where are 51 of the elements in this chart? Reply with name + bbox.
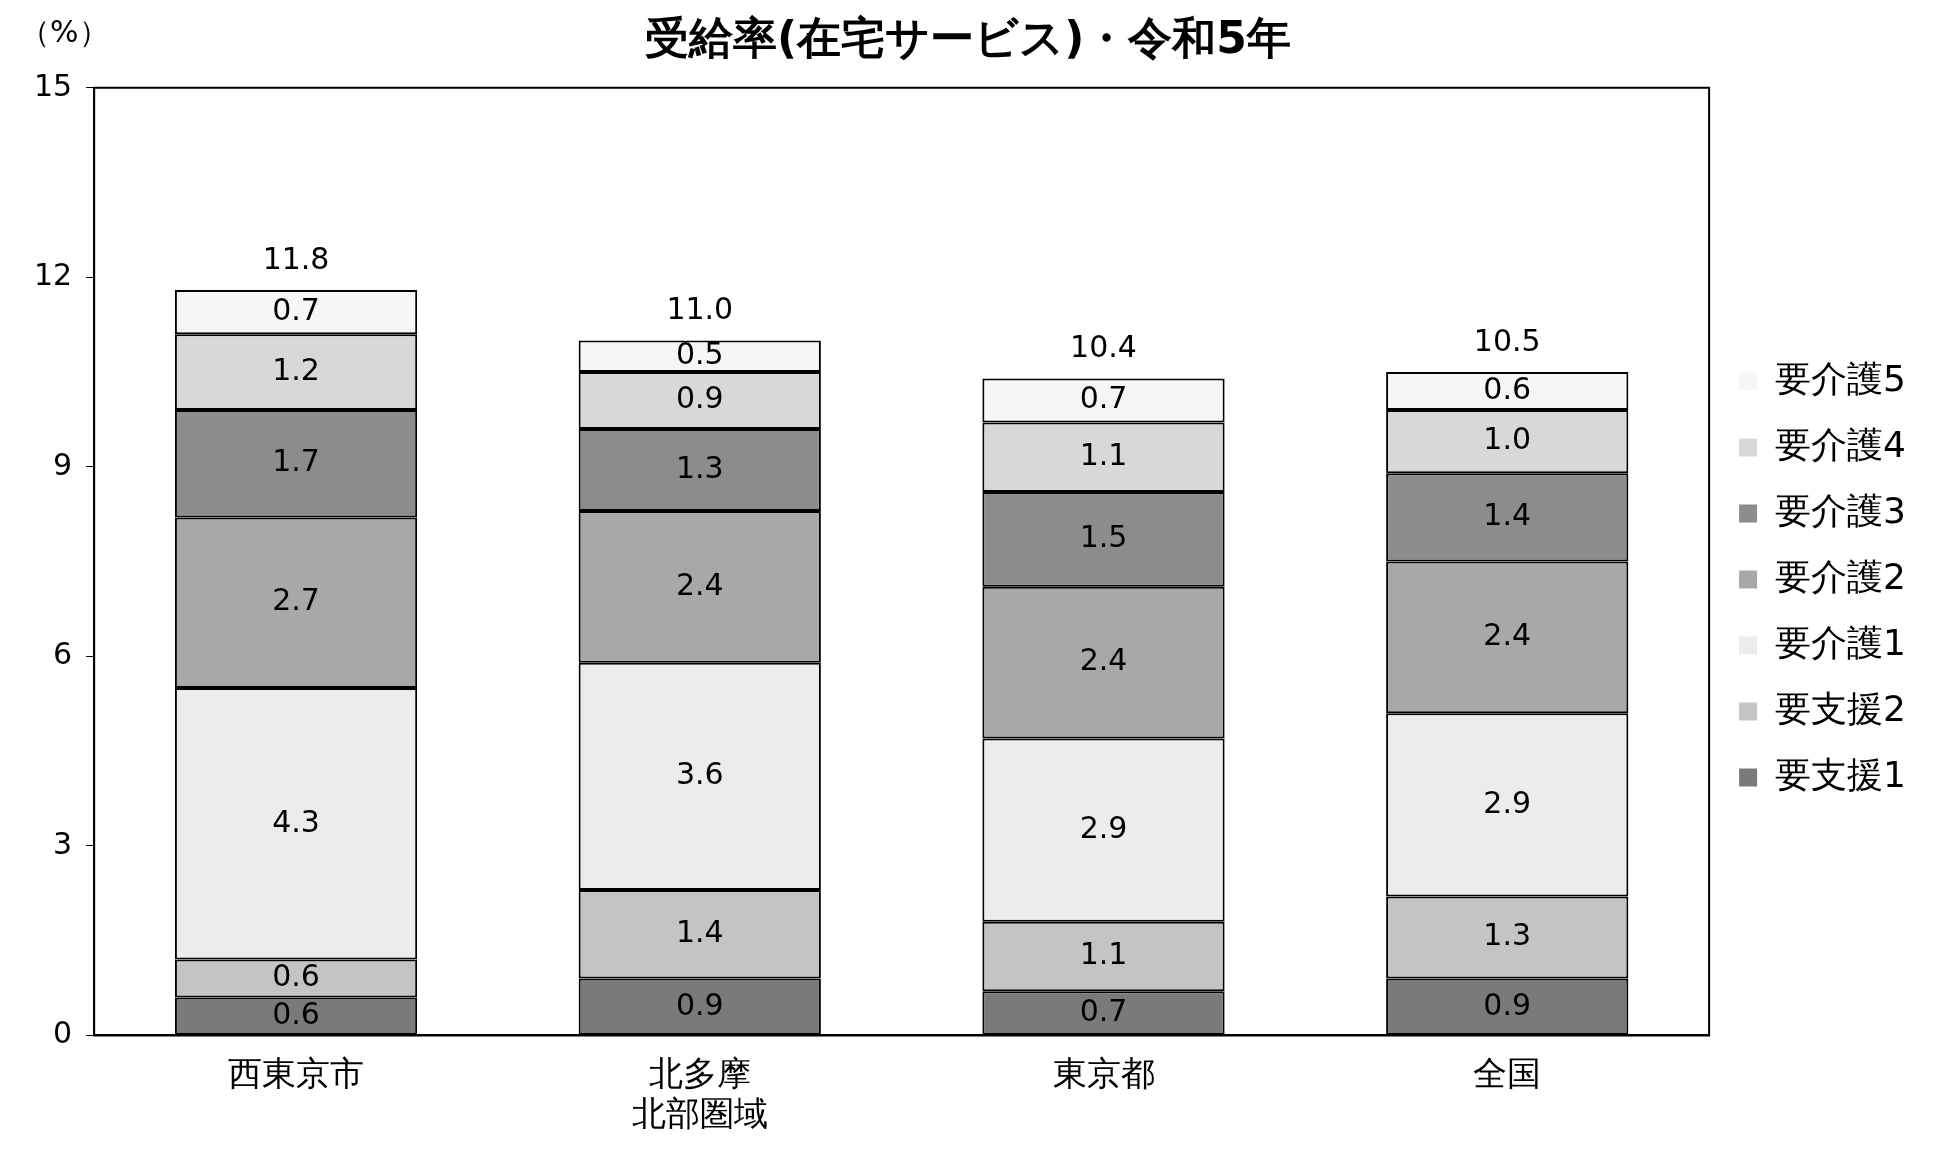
data-label: 1.1 (1079, 936, 1128, 972)
y-tick-label: 0 (53, 1015, 73, 1051)
data-label: 1.4 (1483, 497, 1532, 533)
y-tick-label: 9 (53, 446, 73, 482)
data-label: 1.2 (272, 351, 320, 387)
legend-label: 要介護2 (1775, 555, 1906, 597)
total-label: 10.4 (1070, 329, 1137, 365)
total-label: 10.5 (1473, 322, 1541, 358)
x-tick-label: 北多摩北部圏域 (631, 1052, 768, 1134)
data-label: 0.6 (272, 995, 320, 1031)
data-label: 2.9 (1483, 784, 1532, 820)
data-label: 0.9 (675, 380, 724, 416)
data-label: 0.7 (272, 291, 320, 327)
x-tick-label: 東京都 (1052, 1052, 1155, 1093)
legend-label: 要介護4 (1775, 423, 1906, 465)
data-label: 2.7 (272, 582, 320, 618)
data-label: 2.4 (1079, 642, 1128, 678)
data-label: 1.3 (675, 449, 724, 485)
legend-label: 要介護3 (1775, 489, 1906, 531)
data-label: 0.9 (1483, 986, 1532, 1022)
chart-title: 受給率(在宅サービス)・令和5年 (645, 11, 1291, 63)
data-label: 0.7 (1079, 380, 1128, 416)
data-label: 1.3 (1483, 917, 1532, 953)
data-label: 0.6 (1483, 370, 1532, 406)
data-label: 1.7 (272, 443, 320, 479)
data-label: 2.4 (1483, 617, 1532, 653)
legend-label: 要支援1 (1775, 753, 1906, 795)
data-label: 0.6 (272, 958, 320, 994)
total-label: 11.0 (666, 291, 734, 327)
data-label: 1.4 (675, 914, 724, 950)
x-tick-label: 西東京市 (228, 1052, 365, 1093)
legend-label: 要介護1 (1775, 621, 1906, 663)
legend-label: 要支援2 (1775, 687, 1906, 729)
data-label: 3.6 (675, 756, 724, 792)
x-tick-label: 全国 (1473, 1052, 1542, 1093)
data-label: 2.4 (675, 566, 724, 602)
data-label: 1.0 (1483, 421, 1532, 457)
y-tick-label: 15 (33, 67, 73, 103)
data-label: 0.9 (675, 986, 724, 1022)
y-tick-label: 3 (53, 825, 73, 861)
data-label: 1.5 (1079, 519, 1128, 555)
legend-label: 要介護5 (1775, 357, 1906, 399)
total-label: 11.8 (262, 240, 330, 276)
data-label: 4.3 (272, 803, 320, 839)
y-tick-label: 12 (33, 257, 73, 293)
y-axis-title: （%） (20, 13, 109, 49)
data-label: 0.7 (1079, 992, 1128, 1028)
data-label: 2.9 (1079, 809, 1128, 845)
y-tick-label: 6 (53, 636, 73, 672)
data-label: 0.5 (675, 336, 724, 372)
data-label: 1.1 (1079, 437, 1128, 473)
